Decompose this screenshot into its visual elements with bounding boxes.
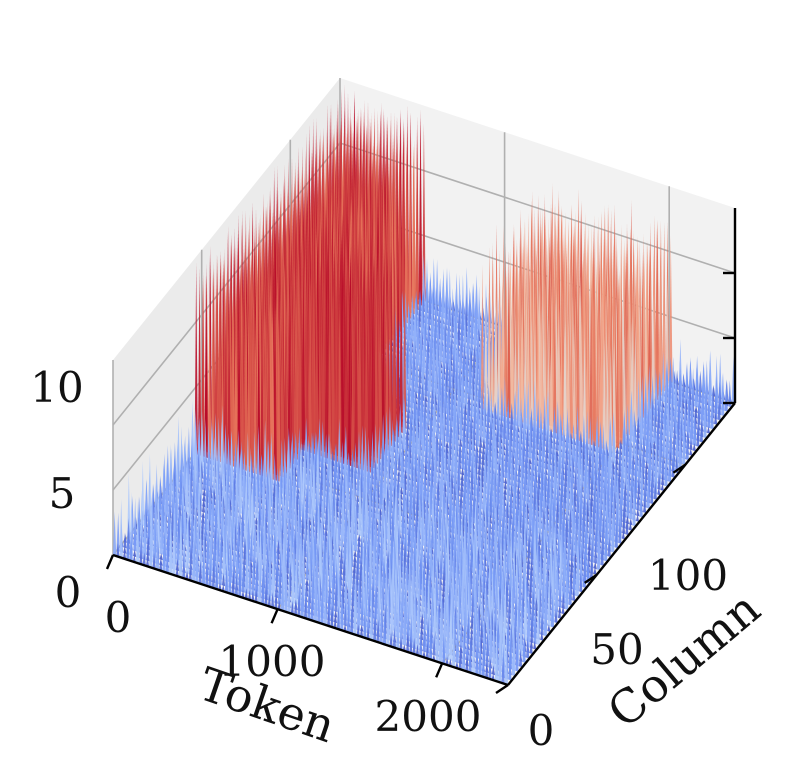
surface-spike xyxy=(700,387,704,427)
surface-spike xyxy=(411,157,415,315)
surface-spike xyxy=(637,377,641,428)
surface-spike xyxy=(457,307,461,330)
surface-spike xyxy=(696,429,700,448)
surface-spike xyxy=(463,303,467,354)
surface-spike xyxy=(686,396,690,439)
surface-spike xyxy=(662,249,666,392)
surface-spike xyxy=(623,332,627,440)
surface-spike xyxy=(418,291,422,317)
surface-spike xyxy=(699,424,704,443)
surface-spike xyxy=(689,448,693,456)
surface-spike xyxy=(422,123,426,302)
surface-spike xyxy=(706,426,711,434)
surface-spike xyxy=(694,406,698,419)
surface-plot xyxy=(113,84,735,685)
surface-spike xyxy=(451,355,456,384)
surface-spike xyxy=(637,287,641,423)
surface-spike xyxy=(457,319,461,341)
surface-spike xyxy=(692,409,697,446)
surface-spike xyxy=(681,372,685,404)
surface-spike xyxy=(718,353,722,399)
surface-spike xyxy=(685,430,689,461)
surface-spike xyxy=(694,366,698,408)
surface-spike xyxy=(636,416,640,434)
surface-spike xyxy=(652,403,657,444)
surface-spike xyxy=(451,288,455,328)
surface-spike xyxy=(728,380,732,408)
surface-spike xyxy=(714,412,718,425)
surface-spike xyxy=(418,118,422,306)
surface-spike xyxy=(640,252,645,418)
surface-spike xyxy=(696,412,700,437)
surface-spike xyxy=(669,235,673,383)
surface-spike xyxy=(710,389,714,430)
surface-spike xyxy=(717,386,722,416)
surface-spike xyxy=(655,244,659,400)
surface-spike xyxy=(404,163,408,324)
surface-spike xyxy=(649,408,653,449)
surface-spike xyxy=(684,364,689,405)
surface-spike xyxy=(477,286,481,337)
surface-spike xyxy=(458,274,462,325)
surface-spike xyxy=(658,255,662,396)
surface-spike xyxy=(707,396,711,429)
surface-spike xyxy=(633,321,637,427)
surface-spike xyxy=(449,310,454,355)
surface-spike xyxy=(721,373,725,417)
surface-spike xyxy=(697,385,701,420)
surface-spike xyxy=(415,144,419,310)
surface-spike xyxy=(626,294,630,436)
surface-spike xyxy=(689,440,693,451)
surface-spike xyxy=(642,402,647,447)
surface-spike xyxy=(422,254,426,307)
surface-spike xyxy=(647,242,652,409)
surface-spike xyxy=(651,291,655,405)
surface-spike xyxy=(473,308,477,357)
surface-spike xyxy=(464,292,469,321)
surface-spike xyxy=(661,351,665,403)
surface-spike xyxy=(644,292,648,414)
surface-spike xyxy=(703,389,707,439)
surface-spike xyxy=(692,443,696,452)
surface-spike xyxy=(657,373,661,418)
surface-spike xyxy=(680,385,684,437)
surface-spike xyxy=(654,367,658,417)
surface-spike xyxy=(714,391,718,420)
surface-spike xyxy=(689,406,693,445)
surface-spike xyxy=(401,153,405,328)
surface-spike xyxy=(688,357,692,395)
surface-spike xyxy=(665,277,669,387)
surface-spike xyxy=(408,160,412,319)
surface-spike xyxy=(469,315,474,356)
surface-spike xyxy=(717,402,721,421)
